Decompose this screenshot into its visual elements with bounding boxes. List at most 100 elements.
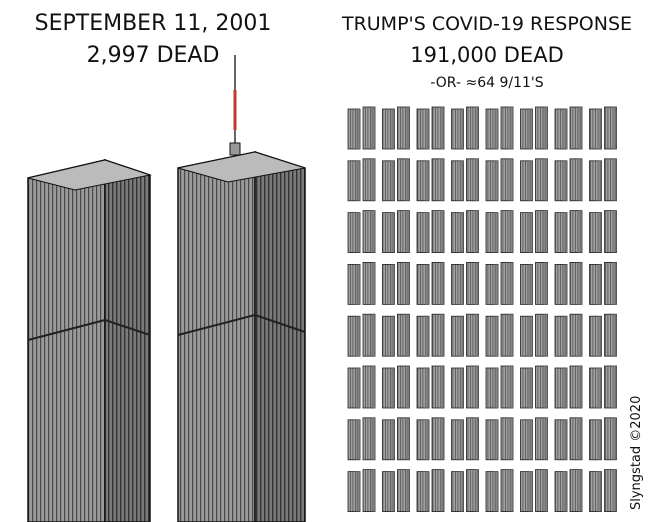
- mini-tower-side: [612, 366, 617, 408]
- mini-tower-side: [425, 419, 429, 460]
- mini-tower-side: [474, 210, 479, 253]
- mini-tower-side: [528, 212, 533, 253]
- mini-twin-towers: [451, 313, 479, 357]
- mini-tower-side: [563, 109, 567, 149]
- mini-twin-towers: [485, 417, 514, 461]
- mini-twin-towers: [451, 210, 479, 254]
- mini-twin-towers: [554, 261, 583, 305]
- mini-tower-side: [474, 469, 479, 512]
- mini-twin-towers: [347, 261, 376, 305]
- mini-twin-towers: [485, 210, 514, 254]
- mini-tower-side: [390, 212, 395, 253]
- mini-tower-grid: [347, 106, 617, 513]
- mini-tower-side: [612, 107, 617, 149]
- mini-twin-towers: [416, 313, 445, 357]
- mini-tower-side: [509, 210, 513, 253]
- mini-tower-side: [597, 471, 602, 512]
- mini-tower-side: [494, 368, 498, 408]
- mini-tower-side: [371, 262, 375, 305]
- mini-twin-towers: [451, 158, 479, 202]
- mini-tower-side: [459, 212, 464, 253]
- mini-tower-side: [356, 419, 360, 460]
- mini-tower-side: [405, 366, 410, 408]
- mini-tower-side: [543, 314, 548, 357]
- mini-tower-side: [459, 316, 464, 357]
- right-tower: [177, 55, 306, 522]
- mini-twin-towers: [382, 210, 410, 254]
- mini-tower-side: [612, 314, 617, 357]
- mini-twin-towers: [520, 313, 548, 357]
- mini-twin-towers: [382, 417, 410, 461]
- mini-tower-side: [440, 210, 444, 253]
- mini-tower-side: [390, 419, 395, 460]
- mini-tower-side: [371, 417, 375, 460]
- mini-tower-side: [371, 107, 375, 149]
- mini-tower-side: [390, 264, 395, 305]
- mini-tower-side: [563, 419, 567, 460]
- left-tower: [27, 158, 152, 522]
- mini-twin-towers: [589, 210, 617, 254]
- mini-tower-side: [494, 419, 498, 460]
- right-subtitle: 191,000 DEAD: [410, 43, 564, 67]
- left-title: SEPTEMBER 11, 2001: [35, 11, 272, 36]
- mini-tower-side: [459, 419, 464, 460]
- mini-tower-side: [440, 417, 444, 460]
- mini-twin-towers: [416, 106, 445, 150]
- mini-tower-side: [474, 417, 479, 460]
- mini-twin-towers: [485, 365, 514, 409]
- mini-tower-side: [356, 109, 360, 149]
- mini-twin-towers: [520, 469, 548, 513]
- mini-twin-towers: [485, 106, 514, 150]
- mini-tower-side: [425, 264, 429, 305]
- mini-tower-side: [494, 212, 498, 253]
- mini-tower-side: [494, 160, 498, 201]
- mini-tower-side: [597, 368, 602, 408]
- mini-tower-side: [494, 109, 498, 149]
- mini-tower-side: [528, 368, 533, 408]
- mini-tower-side: [563, 160, 567, 201]
- mini-tower-side: [440, 158, 444, 201]
- mini-twin-towers: [347, 210, 376, 254]
- mini-tower-side: [474, 314, 479, 357]
- mini-tower-side: [597, 264, 602, 305]
- mini-tower-side: [440, 262, 444, 305]
- mini-twin-towers: [520, 210, 548, 254]
- mini-tower-side: [459, 109, 464, 149]
- mini-tower-side: [494, 471, 498, 512]
- mini-tower-side: [405, 417, 410, 460]
- mini-tower-side: [563, 212, 567, 253]
- mini-tower-side: [371, 314, 375, 357]
- mini-tower-side: [425, 316, 429, 357]
- right-note: -OR- ≈64 9/11'S: [430, 75, 543, 91]
- mini-tower-side: [371, 366, 375, 408]
- mini-twin-towers: [451, 365, 479, 409]
- mini-twin-towers: [416, 417, 445, 461]
- mini-twin-towers: [485, 469, 514, 513]
- mini-twin-towers: [589, 158, 617, 202]
- mini-tower-side: [390, 109, 395, 149]
- mini-twin-towers: [347, 365, 376, 409]
- mini-twin-towers: [589, 106, 617, 150]
- mini-twin-towers: [554, 158, 583, 202]
- mini-tower-side: [578, 314, 582, 357]
- mini-tower-side: [528, 109, 533, 149]
- mini-twin-towers: [451, 106, 479, 150]
- mini-twin-towers: [554, 313, 583, 357]
- mini-tower-side: [425, 109, 429, 149]
- mini-tower-side: [597, 316, 602, 357]
- mini-tower-side: [356, 316, 360, 357]
- mini-twin-towers: [520, 365, 548, 409]
- mini-tower-side: [509, 469, 513, 512]
- mini-tower-side: [494, 264, 498, 305]
- mini-tower-side: [597, 160, 602, 201]
- mini-twin-towers: [347, 417, 376, 461]
- mini-tower-side: [459, 471, 464, 512]
- mini-tower-side: [390, 160, 395, 201]
- mini-twin-towers: [382, 469, 410, 513]
- mini-tower-side: [612, 210, 617, 253]
- mini-tower-side: [440, 314, 444, 357]
- mini-tower-side: [528, 264, 533, 305]
- mini-tower-side: [578, 469, 582, 512]
- mini-twin-towers: [451, 417, 479, 461]
